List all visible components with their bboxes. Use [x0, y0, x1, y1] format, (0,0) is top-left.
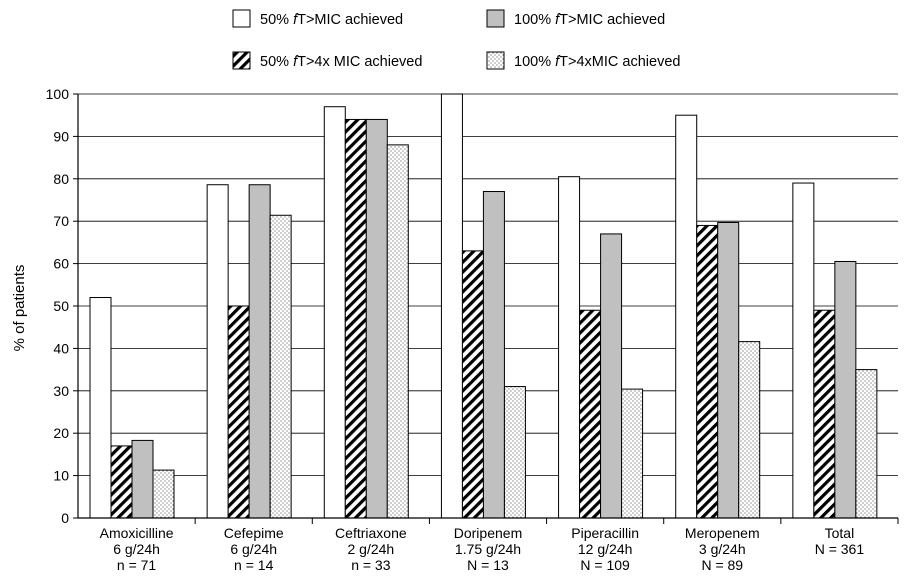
bar-hatch-5 [696, 224, 719, 519]
y-tick-label: 10 [53, 468, 69, 484]
y-tick-label: 20 [53, 425, 69, 441]
y-tick-label: 30 [53, 383, 69, 399]
y-tick-label: 60 [53, 256, 69, 272]
bar-hatch-0 [110, 445, 133, 519]
bar-gray-0 [131, 439, 154, 519]
y-tick-label: 70 [53, 213, 69, 229]
bar-hatch-6 [813, 309, 836, 519]
x-tick-label: 2 g/24h [347, 541, 394, 557]
bar-gray-5 [717, 221, 740, 519]
bar-dots-5 [738, 341, 761, 519]
x-tick-label: 6 g/24h [113, 541, 160, 557]
x-tick-label: N = 13 [467, 557, 509, 573]
x-tick-label: Amoxicilline [100, 525, 174, 541]
bar-white-6 [792, 182, 815, 519]
y-tick-label: 0 [61, 510, 69, 526]
legend-label: 100% fT>MIC achieved [514, 12, 665, 28]
legend-label: 100% fT>4xMIC achieved [514, 54, 680, 70]
x-tick-label: N = 361 [815, 541, 865, 557]
y-tick-label: 80 [53, 171, 69, 187]
bar-dots-2 [386, 144, 409, 519]
y-tick-label: 50 [53, 298, 69, 314]
bar-gray-2 [365, 118, 388, 519]
y-tick-label: 100 [46, 86, 70, 102]
y-tick-label: 40 [53, 340, 69, 356]
y-tick-label: 90 [53, 128, 69, 144]
bar-gray-3 [482, 191, 505, 519]
x-tick-label: n = 71 [117, 557, 157, 573]
bar-hatch-1 [227, 305, 250, 519]
legend: 50% fT>MIC achieved 100% fT>MIC achieved 5… [232, 9, 680, 70]
legend-swatch-gray [486, 9, 505, 28]
x-tick-label: Piperacillin [571, 525, 639, 541]
x-tick-label: Ceftriaxone [335, 525, 407, 541]
bar-white-2 [323, 106, 346, 519]
x-tick-label: 1.75 g/24h [455, 541, 521, 557]
bar-dots-0 [152, 469, 175, 519]
bars [89, 93, 878, 519]
x-tick-label: n = 33 [351, 557, 391, 573]
y-axis-label: % of patients [11, 265, 28, 352]
x-tick-label: 6 g/24h [230, 541, 277, 557]
x-tick-label: Meropenem [685, 525, 760, 541]
axes [73, 93, 899, 524]
bar-white-4 [558, 176, 581, 519]
bar-hatch-3 [461, 250, 484, 519]
x-tick-label: Cefepime [224, 525, 284, 541]
legend-swatch-white [232, 9, 251, 28]
bar-white-0 [89, 297, 112, 519]
legend-swatch-hatch [232, 51, 251, 70]
bar-hatch-4 [579, 309, 602, 519]
x-tick-label: Doripenem [454, 525, 522, 541]
x-tick-label: 3 g/24h [699, 541, 746, 557]
x-tick-label: Total [825, 525, 855, 541]
bar-white-3 [440, 93, 463, 519]
bar-gray-1 [248, 184, 271, 519]
bar-gray-4 [600, 233, 623, 519]
legend-swatch-dots [486, 51, 505, 70]
y-tick-labels: 0 10 20 30 40 50 60 70 80 90 100 [46, 86, 70, 526]
bar-hatch-2 [344, 118, 367, 519]
x-tick-label: n = 14 [234, 557, 274, 573]
x-tick-label: 12 g/24h [578, 541, 633, 557]
x-tick-label: N = 109 [580, 557, 630, 573]
bar-dots-6 [855, 369, 878, 519]
bar-dots-4 [621, 388, 644, 519]
bar-white-5 [675, 114, 698, 519]
bar-dots-3 [503, 386, 526, 519]
bar-white-1 [206, 184, 229, 519]
bar-dots-1 [269, 214, 292, 519]
legend-label: 50% fT>MIC achieved [260, 12, 403, 28]
legend-label: 50% fT>4x MIC achieved [260, 54, 422, 70]
bar-gray-6 [834, 260, 857, 519]
x-tick-label: N = 89 [701, 557, 743, 573]
